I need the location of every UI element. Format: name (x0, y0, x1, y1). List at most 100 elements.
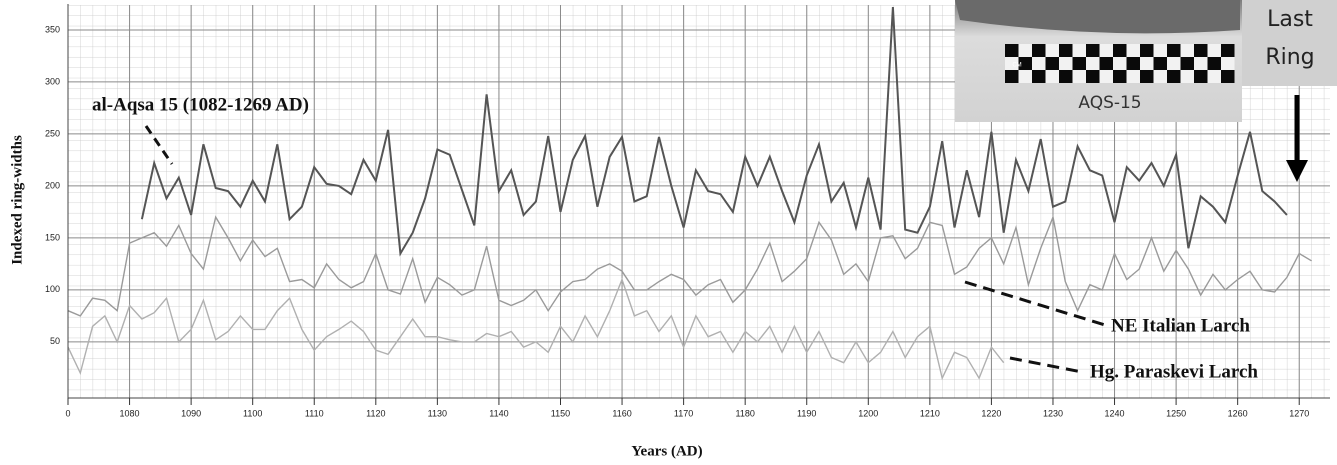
scale-bar (1005, 44, 1235, 83)
inset-photo: CM AQS-15 (955, 0, 1242, 122)
checker-square (1018, 70, 1032, 83)
series-line (140, 7, 1288, 257)
checker-square (1005, 70, 1019, 83)
checker-square (1005, 57, 1019, 70)
x-tick-label: 1200 (858, 408, 878, 418)
checker-square (1005, 44, 1019, 57)
x-tick-label: 1090 (181, 408, 201, 418)
checker-square (1153, 57, 1167, 70)
checker-square (1167, 57, 1181, 70)
leader-line (964, 280, 1106, 327)
checker-square (1059, 70, 1073, 83)
callout-text: Ring (1265, 45, 1314, 70)
y-tick-label: 50 (50, 336, 60, 346)
series-annotation: Hg. Paraskevi Larch (1090, 361, 1258, 382)
checker-square (1221, 44, 1235, 57)
checker-square (1126, 44, 1140, 57)
inset-label: CM (1012, 63, 1021, 69)
checker-square (1099, 57, 1113, 70)
checker-square (1032, 70, 1046, 83)
checker-square (1207, 57, 1221, 70)
leader-line (144, 125, 174, 165)
x-axis-title: Years (AD) (631, 443, 702, 459)
wood-sample (955, 0, 1240, 34)
y-tick-label: 200 (45, 180, 60, 190)
arrow-head (1286, 160, 1308, 182)
checker-square (1207, 44, 1221, 57)
x-tick-label: 1170 (674, 408, 693, 418)
x-tick-label: 1110 (305, 408, 324, 418)
checker-square (1113, 70, 1127, 83)
checker-square (1032, 57, 1046, 70)
checker-square (1153, 70, 1167, 83)
x-tick-label: 1180 (735, 408, 754, 418)
checker-square (1045, 44, 1059, 57)
x-tick-label: 1100 (243, 408, 262, 418)
y-tick-label: 300 (45, 76, 60, 86)
y-tick-label: 150 (45, 232, 60, 242)
x-tick-label: 1130 (428, 408, 447, 418)
x-tick-label: 1260 (1228, 408, 1248, 418)
x-tick-label: 1210 (920, 408, 940, 418)
x-tick-label: 1120 (366, 408, 385, 418)
checker-square (1180, 70, 1194, 83)
checker-square (1086, 70, 1100, 83)
checker-square (1180, 57, 1194, 70)
checker-square (1140, 44, 1154, 57)
checker-square (1113, 44, 1127, 57)
checker-square (1072, 70, 1086, 83)
series-annotation: al-Aqsa 15 (1082-1269 AD) (92, 94, 309, 115)
checker-square (1032, 44, 1046, 57)
checker-square (1086, 44, 1100, 57)
checker-square (1018, 44, 1032, 57)
checker-square (1018, 57, 1032, 70)
checker-square (1207, 70, 1221, 83)
callout-text: Last (1267, 7, 1313, 32)
x-tick-label: 1220 (981, 408, 1001, 418)
y-tick-label: 350 (45, 24, 60, 34)
y-tick-label: 100 (45, 284, 60, 294)
checker-square (1113, 57, 1127, 70)
checker-square (1045, 70, 1059, 83)
checker-square (1194, 70, 1208, 83)
checker-square (1086, 57, 1100, 70)
checker-square (1194, 57, 1208, 70)
callout-box (1242, 0, 1337, 86)
checker-square (1153, 44, 1167, 57)
checker-square (1099, 70, 1113, 83)
x-tick-label: 1160 (612, 408, 631, 418)
checker-square (1194, 44, 1208, 57)
checker-square (1140, 70, 1154, 83)
x-tick-label: 1080 (120, 408, 140, 418)
y-axis-title: Indexed ring-widths (9, 135, 25, 265)
y-tick-label: 250 (45, 128, 60, 138)
checker-square (1099, 44, 1113, 57)
series-line (68, 277, 1005, 381)
x-tick-label: 0 (65, 408, 70, 418)
checker-square (1167, 70, 1181, 83)
checker-square (1126, 57, 1140, 70)
x-tick-label: 1230 (1043, 408, 1063, 418)
checker-square (1221, 57, 1235, 70)
checker-square (1059, 44, 1073, 57)
checker-square (1072, 44, 1086, 57)
x-tick-label: 1250 (1166, 408, 1186, 418)
x-tick-label: 1240 (1105, 408, 1125, 418)
checker-square (1126, 70, 1140, 83)
checker-square (1140, 57, 1154, 70)
series-line (68, 214, 1312, 317)
inset-label: AQS-15 (1078, 93, 1141, 113)
checker-square (1059, 57, 1073, 70)
x-tick-label: 1140 (489, 408, 508, 418)
checker-square (1167, 44, 1181, 57)
x-tick-label: 1190 (797, 408, 816, 418)
leader-line (1009, 356, 1083, 374)
checker-square (1045, 57, 1059, 70)
x-tick-label: 1270 (1289, 408, 1309, 418)
checker-square (1180, 44, 1194, 57)
x-tick-label: 1150 (551, 408, 570, 418)
series-annotation: NE Italian Larch (1111, 315, 1250, 336)
checker-square (1072, 57, 1086, 70)
checker-square (1221, 70, 1235, 83)
